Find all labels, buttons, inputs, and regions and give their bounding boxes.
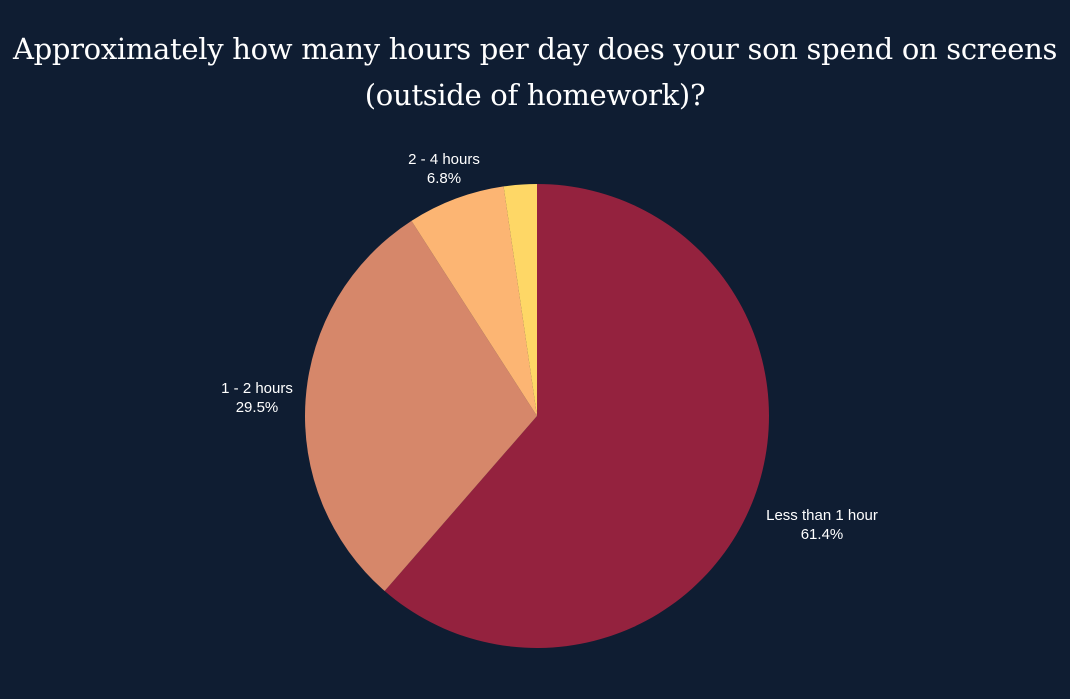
pie-slice-unlabeled — [503, 184, 537, 416]
slice-label: 2 - 4 hours — [408, 151, 480, 168]
chart-title-line-2: (outside of homework)? — [364, 78, 706, 112]
slice-value-label: 61.4% — [801, 526, 844, 543]
pie-slice-less-than-1-hour — [384, 184, 769, 648]
slice-label: Less than 1 hour — [766, 507, 878, 524]
pie-slice-1-2-hours — [304, 220, 537, 591]
chart-title-line-1: Approximately how many hours per day doe… — [12, 32, 1058, 66]
slice-value-label: 6.8% — [427, 170, 461, 187]
slice-value-label: 29.5% — [236, 399, 279, 416]
chart-title: Approximately how many hours per day doe… — [0, 26, 1070, 118]
slice-label: 1 - 2 hours — [221, 380, 293, 397]
pie-slice-2-4-hours — [411, 186, 537, 416]
